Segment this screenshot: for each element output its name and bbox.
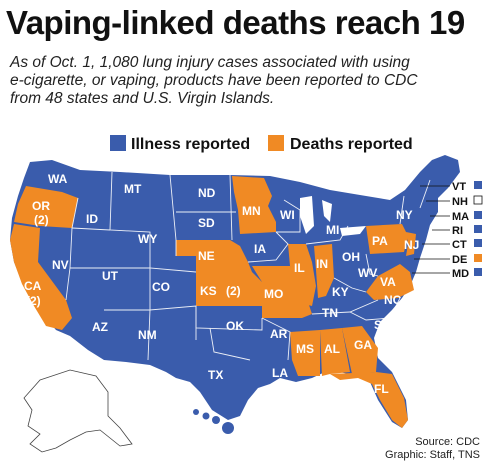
state-fl <box>330 372 408 428</box>
callout-box-de <box>474 254 482 262</box>
label-sd: SD <box>198 216 215 230</box>
state-ak <box>23 369 133 453</box>
callout-box-ct <box>474 239 482 247</box>
legend-swatch-deaths <box>268 135 284 151</box>
label-tx: TX <box>208 368 223 382</box>
state-borders <box>65 171 431 361</box>
label-il: IL <box>294 261 305 275</box>
label-pa: PA <box>372 234 388 248</box>
label-ut: UT <box>102 269 119 283</box>
count-or: (2) <box>34 213 49 227</box>
callout-de: DE <box>452 254 467 266</box>
source-credit: Source: CDC Graphic: Staff, TNS <box>385 436 480 462</box>
label-tn: TN <box>322 306 338 320</box>
label-ms: MS <box>296 342 314 356</box>
label-ga: GA <box>354 338 372 352</box>
subtitle-line: e-cigarette, or vaping, products have be… <box>10 72 418 89</box>
callout-vt: VT <box>452 181 466 193</box>
legend-label-illness: Illness reported <box>131 136 250 153</box>
callout-nh: NH <box>452 196 468 208</box>
subtitle-line: from 48 states and U.S. Virgin Islands. <box>10 90 275 107</box>
state-mn <box>232 176 276 234</box>
label-wv: WV <box>358 266 377 280</box>
state-ms <box>290 330 320 376</box>
label-sc: SC <box>374 318 391 332</box>
callout-box-nh <box>473 195 483 205</box>
state-ga <box>342 326 378 374</box>
callout-box-ri <box>474 225 482 233</box>
count-ca: (2) <box>26 294 41 308</box>
callout-ma: MA <box>452 211 469 223</box>
legend-swatch-illness <box>110 135 126 151</box>
source-line: Source: CDC <box>415 436 480 448</box>
label-oh: OH <box>342 250 360 264</box>
label-mn: MN <box>242 204 261 218</box>
label-ny: NY <box>396 208 413 222</box>
legend: Illness reported Deaths reported <box>110 135 413 153</box>
map-subtitle: As of Oct. 1, 1,080 lung injury cases as… <box>10 54 480 108</box>
label-id: ID <box>86 212 98 226</box>
label-ia: IA <box>254 242 266 256</box>
state-pa <box>366 224 408 254</box>
callout-box-ma <box>474 211 482 219</box>
label-ar: AR <box>270 327 288 341</box>
callout-md: MD <box>452 268 469 280</box>
label-or: OR <box>32 199 50 213</box>
state-hi <box>193 409 234 434</box>
label-mt: MT <box>124 182 142 196</box>
label-in: IN <box>316 257 328 271</box>
label-mi: MI <box>326 223 339 237</box>
great-lakes <box>300 196 366 236</box>
label-wa: WA <box>48 172 68 186</box>
label-fl: FL <box>374 382 389 396</box>
state-labels: WA OR (2) CA (2) ID NV MT WY UT AZ CO NM… <box>24 172 419 396</box>
state-ne <box>176 240 252 272</box>
map-title: Vaping-linked deaths reach 19 <box>6 4 465 41</box>
label-ky: KY <box>332 285 349 299</box>
label-ok: OK <box>226 319 244 333</box>
state-ca <box>10 224 72 330</box>
label-nd: ND <box>198 186 216 200</box>
state-va <box>366 264 414 300</box>
label-ne: NE <box>198 249 215 263</box>
state-in <box>314 244 334 298</box>
northeast-callouts: VT NH MA RI CT DE MD <box>412 181 483 280</box>
label-nj: NJ <box>404 238 419 252</box>
callout-box-vt <box>474 181 482 189</box>
credit-line: Graphic: Staff, TNS <box>385 449 480 461</box>
count-ks: (2) <box>226 284 241 298</box>
label-va: VA <box>380 275 396 289</box>
state-nj <box>406 232 416 256</box>
label-co: CO <box>152 280 170 294</box>
state-al <box>320 328 350 376</box>
label-la: LA <box>272 366 288 380</box>
label-wi: WI <box>280 208 295 222</box>
label-ca: CA <box>24 279 42 293</box>
label-az: AZ <box>92 320 108 334</box>
callout-box-md <box>474 268 482 276</box>
label-nm: NM <box>138 328 157 342</box>
callout-ri: RI <box>452 225 463 237</box>
label-al: AL <box>324 342 340 356</box>
state-or <box>14 186 78 228</box>
subtitle-line: As of Oct. 1, 1,080 lung injury cases as… <box>10 54 410 71</box>
label-mo: MO <box>264 287 283 301</box>
state-il <box>288 244 316 306</box>
legend-label-deaths: Deaths reported <box>290 136 413 153</box>
label-nv: NV <box>52 258 69 272</box>
label-wy: WY <box>138 232 157 246</box>
state-ks <box>196 272 262 306</box>
callout-ct: CT <box>452 239 467 251</box>
label-nc: NC <box>384 293 402 307</box>
label-ks: KS <box>200 284 217 298</box>
